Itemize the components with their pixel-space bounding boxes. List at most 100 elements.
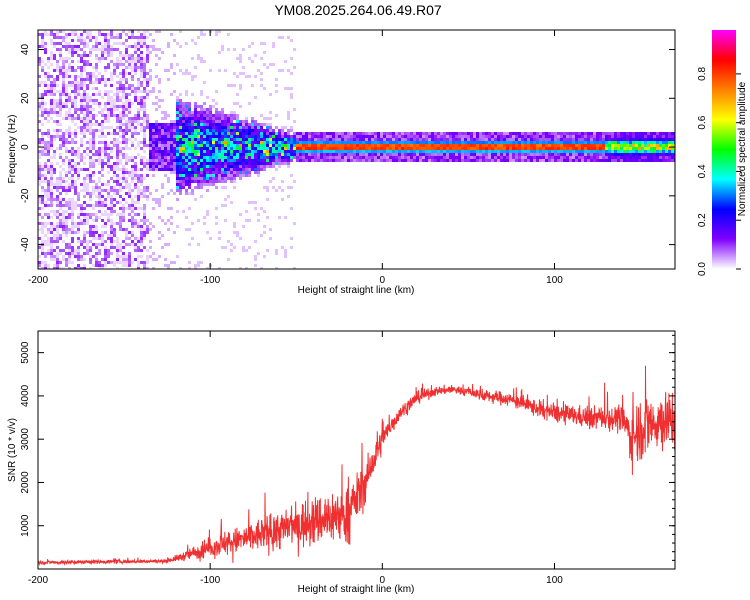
heat-cell: [182, 72, 185, 75]
heat-cell: [464, 156, 467, 159]
heat-cell: [596, 132, 599, 135]
heat-cell: [164, 129, 167, 132]
heat-cell: [221, 108, 224, 111]
heat-cell: [527, 138, 530, 141]
heat-cell: [611, 135, 614, 138]
heat-cell: [434, 150, 437, 153]
heat-cell: [239, 237, 242, 240]
heat-cell: [89, 225, 92, 228]
heat-cell: [62, 81, 65, 84]
heat-cell: [47, 252, 50, 255]
heat-cell: [254, 201, 257, 204]
heat-cell: [158, 135, 161, 138]
heat-cell: [53, 228, 56, 231]
heat-cell: [161, 183, 164, 186]
heat-cell: [212, 150, 215, 153]
heat-cell: [161, 144, 164, 147]
heat-cell: [635, 153, 638, 156]
heat-cell: [326, 132, 329, 135]
heat-cell: [254, 75, 257, 78]
heat-cell: [134, 246, 137, 249]
heat-cell: [50, 144, 53, 147]
colorbar-tick-label: 0.2: [697, 213, 708, 227]
heat-cell: [80, 39, 83, 42]
heat-cell: [185, 126, 188, 129]
heat-cell: [449, 135, 452, 138]
heat-cell: [137, 111, 140, 114]
heat-cell: [626, 138, 629, 141]
heat-cell: [254, 171, 257, 174]
heat-cell: [128, 93, 131, 96]
heat-cell: [134, 156, 137, 159]
heat-cell: [473, 132, 476, 135]
heat-cell: [143, 165, 146, 168]
heat-cell: [125, 126, 128, 129]
heat-cell: [191, 153, 194, 156]
heat-cell: [650, 156, 653, 159]
heat-cell: [191, 120, 194, 123]
heat-cell: [503, 132, 506, 135]
heat-cell: [239, 60, 242, 63]
heat-cell: [200, 147, 203, 150]
heat-cell: [59, 96, 62, 99]
heat-cell: [515, 159, 518, 162]
heat-cell: [74, 201, 77, 204]
heat-cell: [200, 171, 203, 174]
heat-cell: [512, 132, 515, 135]
heat-cell: [473, 141, 476, 144]
heat-cell: [608, 144, 611, 147]
heat-cell: [50, 105, 53, 108]
heat-cell: [194, 177, 197, 180]
heat-cell: [239, 162, 242, 165]
heat-cell: [578, 147, 581, 150]
heat-cell: [545, 144, 548, 147]
heat-cell: [62, 87, 65, 90]
heat-cell: [287, 186, 290, 189]
heat-cell: [212, 177, 215, 180]
heat-cell: [92, 129, 95, 132]
heat-cell: [134, 63, 137, 66]
heat-cell: [170, 150, 173, 153]
heat-cell: [518, 144, 521, 147]
heat-cell: [206, 126, 209, 129]
heat-cell: [47, 135, 50, 138]
heat-cell: [167, 162, 170, 165]
heat-cell: [218, 150, 221, 153]
heat-cell: [143, 36, 146, 39]
heat-cell: [140, 147, 143, 150]
heat-cell: [122, 138, 125, 141]
heat-cell: [152, 267, 155, 269]
heat-cell: [95, 225, 98, 228]
heat-cell: [65, 60, 68, 63]
heat-cell: [167, 144, 170, 147]
heat-cell: [284, 87, 287, 90]
heat-cell: [80, 54, 83, 57]
heat-cell: [395, 156, 398, 159]
heat-cell: [521, 132, 524, 135]
heat-cell: [605, 144, 608, 147]
heat-cell: [83, 207, 86, 210]
heat-cell: [89, 33, 92, 36]
heat-cell: [590, 135, 593, 138]
heat-cell: [56, 36, 59, 39]
heat-cell: [173, 144, 176, 147]
heat-cell: [476, 159, 479, 162]
heat-cell: [200, 159, 203, 162]
heat-cell: [533, 135, 536, 138]
heat-cell: [155, 108, 158, 111]
heat-cell: [272, 138, 275, 141]
heat-cell: [338, 135, 341, 138]
heat-cell: [185, 123, 188, 126]
heat-cell: [104, 48, 107, 51]
heat-cell: [491, 156, 494, 159]
heat-cell: [599, 153, 602, 156]
heat-cell: [155, 102, 158, 105]
heat-cell: [161, 168, 164, 171]
heat-cell: [647, 159, 650, 162]
heat-cell: [179, 132, 182, 135]
heat-cell: [167, 42, 170, 45]
heat-cell: [248, 165, 251, 168]
heat-cell: [41, 249, 44, 252]
heat-cell: [71, 51, 74, 54]
heat-cell: [92, 264, 95, 267]
